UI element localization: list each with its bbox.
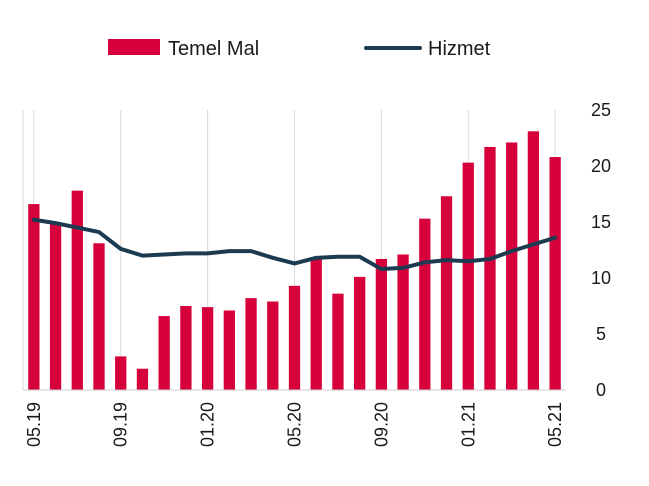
y-tick-label-20: 20 (591, 156, 611, 176)
x-tick-label-05.19: 05.19 (24, 402, 44, 447)
bar-series-temel-mal (28, 131, 561, 390)
bar-08.20 (354, 276, 366, 390)
bar-08.19 (93, 243, 105, 390)
y-tick-label-0: 0 (596, 380, 606, 400)
x-tick-label-01.20: 01.20 (198, 402, 218, 447)
bar-10.20 (397, 254, 409, 390)
y-axis: 0 5 10 15 20 25 (591, 100, 611, 400)
bar-01.20 (201, 307, 214, 390)
y-tick-label-15: 15 (591, 212, 611, 232)
legend-swatch-temel-mal (108, 39, 160, 55)
legend: Temel Mal Hizmet (108, 38, 491, 60)
bar-05.21 (549, 157, 561, 390)
bar-12.19 (180, 306, 192, 390)
bar-03.21 (506, 142, 518, 390)
bar-05.19 (28, 204, 40, 390)
x-tick-label-05.21: 05.21 (545, 402, 565, 447)
y-tick-label-10: 10 (591, 268, 611, 288)
x-tick-label-01.21: 01.21 (458, 402, 478, 447)
bar-04.20 (267, 301, 279, 390)
y-tick-label-25: 25 (591, 100, 611, 120)
x-tick-label-05.20: 05.20 (285, 402, 305, 447)
x-tick-label-09.20: 09.20 (371, 402, 391, 447)
line-series-hizmet (31, 217, 558, 272)
legend-label-hizmet: Hizmet (428, 38, 491, 60)
bar-09.20 (375, 258, 388, 390)
bar-02.21 (484, 146, 496, 390)
bar-12.20 (440, 196, 453, 390)
x-axis: 05.19 09.19 01.20 05.20 09.20 01.21 05.21 (24, 402, 565, 447)
bar-07.20 (332, 293, 344, 390)
bar-07.19 (71, 190, 83, 390)
y-tick-label-5: 5 (596, 324, 606, 344)
bar-06.20 (310, 258, 322, 390)
bar-11.20 (419, 218, 431, 390)
bar-03.20 (245, 298, 257, 390)
gridlines (22, 110, 556, 390)
bar-02.20 (223, 310, 235, 390)
legend-label-temel-mal: Temel Mal (168, 38, 259, 60)
bar-01.21 (462, 162, 474, 390)
bar-04.21 (527, 131, 540, 390)
bar-10.19 (136, 368, 149, 390)
x-tick-label-09.19: 09.19 (111, 402, 131, 447)
bar-09.19 (115, 356, 127, 390)
bar-11.19 (158, 316, 170, 390)
bar-05.20 (288, 285, 301, 390)
bar-06.19 (49, 224, 62, 390)
